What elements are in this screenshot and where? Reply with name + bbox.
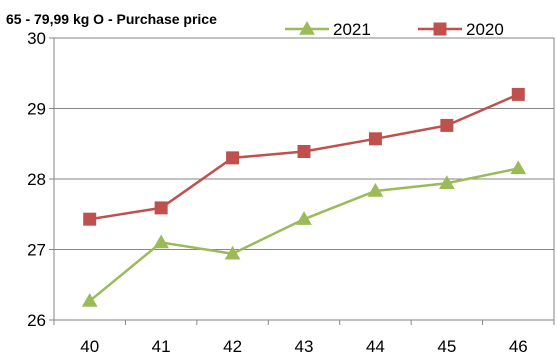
- y-axis-ticks: 26 27 28 29 30: [27, 29, 54, 330]
- legend-item-2020: 2020: [418, 20, 504, 39]
- legend-label: 2021: [333, 20, 371, 39]
- y-tick-label: 27: [27, 241, 46, 260]
- y-tick-label: 28: [27, 170, 46, 189]
- point-marker: [154, 201, 168, 215]
- point-marker: [83, 212, 97, 226]
- legend-label: 2020: [466, 20, 504, 39]
- y-tick-label: 29: [27, 100, 46, 119]
- x-tick-label: 41: [152, 337, 171, 356]
- point-marker: [224, 245, 241, 260]
- x-tick-label: 43: [295, 337, 314, 356]
- point-marker: [297, 145, 311, 159]
- y-tick-label: 26: [27, 311, 46, 330]
- y-tick-label: 30: [27, 29, 46, 48]
- x-tick-label: 40: [80, 337, 99, 356]
- point-marker: [433, 22, 447, 36]
- point-marker: [226, 151, 240, 165]
- point-marker: [296, 211, 312, 225]
- series-2020: [83, 87, 525, 226]
- point-marker: [299, 20, 315, 35]
- point-marker: [440, 118, 454, 132]
- x-tick-label: 45: [437, 337, 456, 356]
- series-group: [81, 87, 527, 307]
- series-2021: [81, 160, 527, 307]
- x-axis-ticks: 40 41 42 43 44 45 46: [53, 320, 555, 356]
- point-marker: [367, 182, 384, 197]
- x-tick-label: 42: [223, 337, 242, 356]
- point-marker: [81, 292, 98, 307]
- x-tick-label: 44: [366, 337, 385, 356]
- legend-item-2021: 2021: [285, 20, 371, 39]
- point-marker: [438, 175, 455, 189]
- point-marker: [153, 234, 170, 249]
- point-marker: [510, 160, 527, 175]
- legend: 2021 2020: [285, 20, 504, 39]
- x-tick-label: 46: [509, 337, 528, 356]
- point-marker: [511, 87, 525, 101]
- chart-title: 65 - 79,99 kg O - Purchase price: [6, 11, 217, 27]
- point-marker: [368, 132, 382, 146]
